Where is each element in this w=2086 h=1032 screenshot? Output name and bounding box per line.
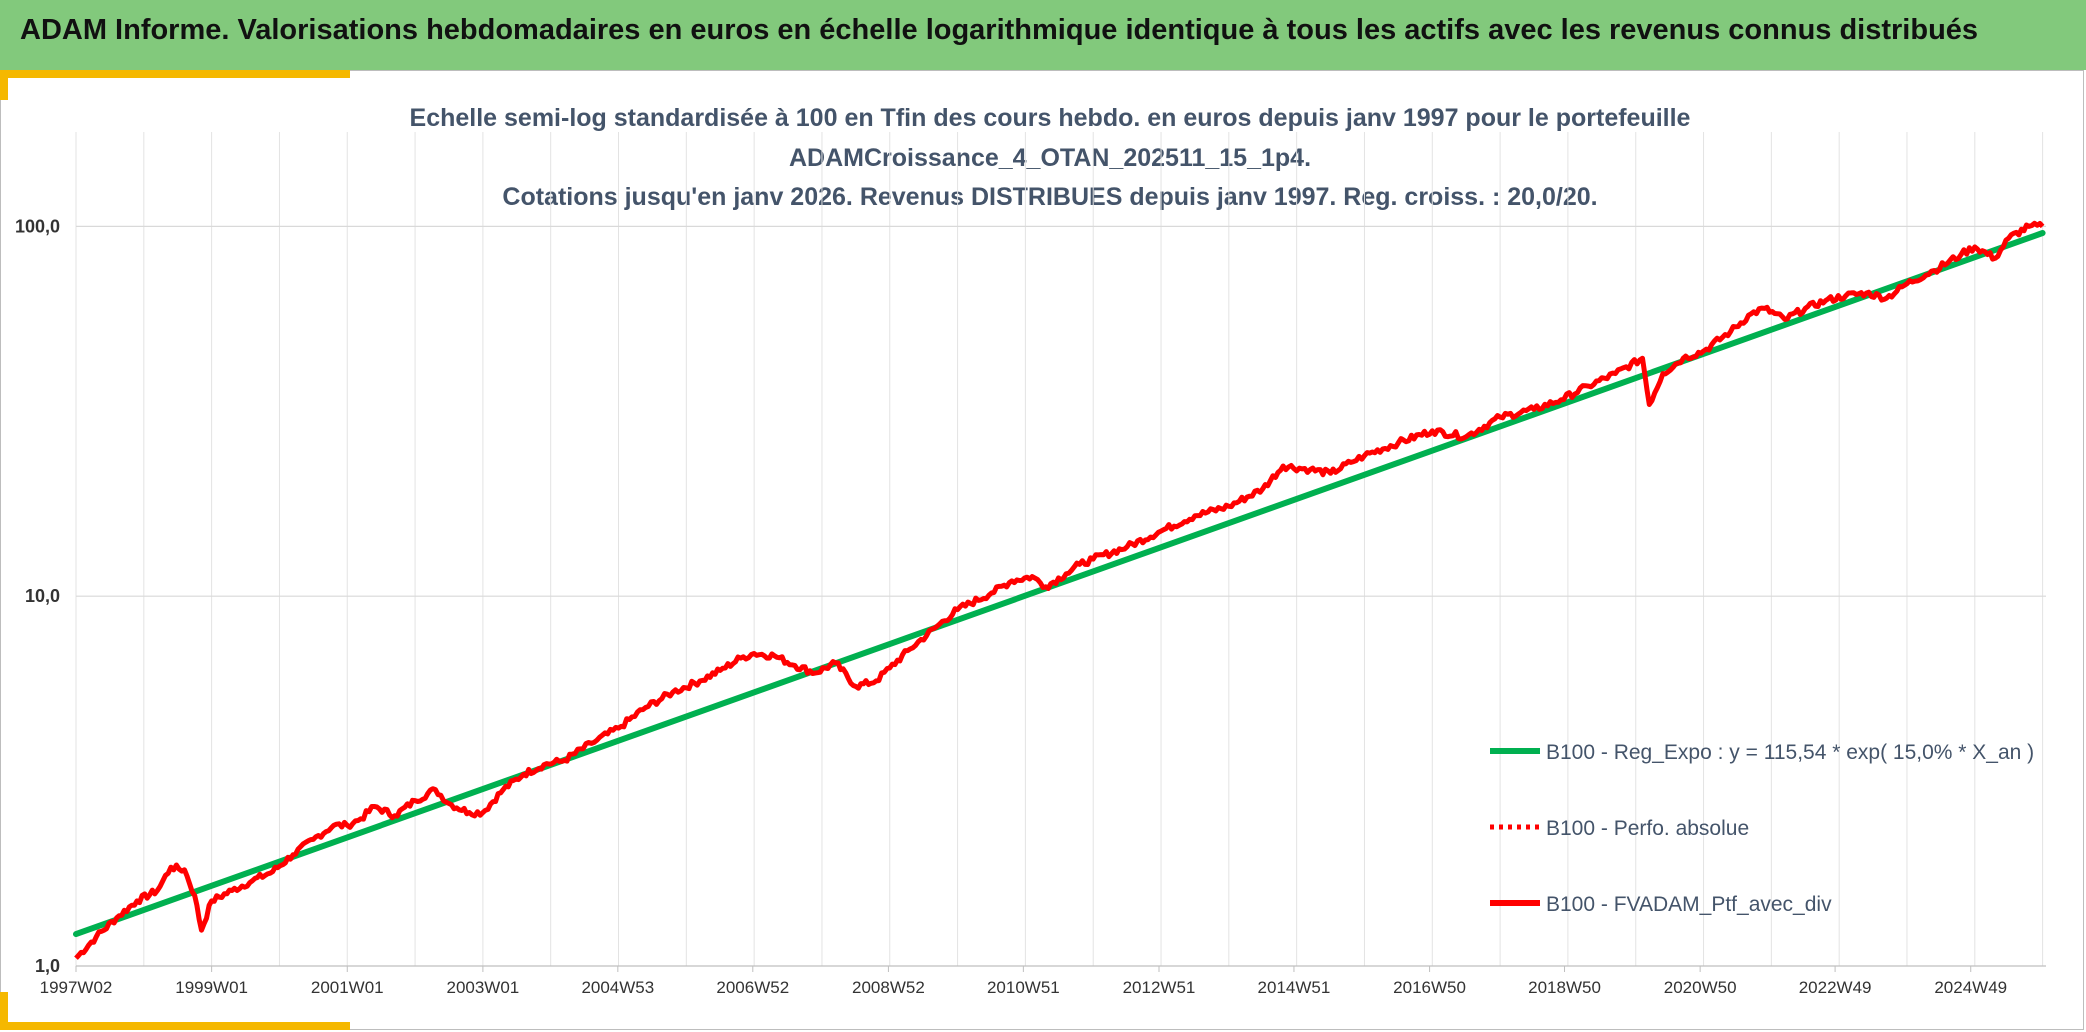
x-tick-label: 2018W50 — [1528, 978, 1601, 997]
x-tick-label: 2003W01 — [446, 978, 519, 997]
accent-bar-top-vertical — [0, 70, 8, 100]
x-tick-label: 1999W01 — [175, 978, 248, 997]
legend-label-perfo: B100 - Perfo. absolue — [1546, 817, 1749, 840]
x-tick-label: 2020W50 — [1664, 978, 1737, 997]
header-bar: ADAM Informe. Valorisations hebdomadaire… — [0, 0, 2086, 70]
y-axis-ticks: 1,0 10,0 100,0 — [15, 216, 60, 976]
x-tick-label: 2022W49 — [1799, 978, 1872, 997]
series-regression-line — [73, 230, 2046, 938]
header-title: ADAM Informe. Valorisations hebdomadaire… — [20, 14, 1979, 46]
accent-bar-bottom-horizontal — [0, 1022, 350, 1030]
legend-label-regression: B100 - Reg_Expo : y = 115,54 * exp( 15,0… — [1546, 741, 2034, 764]
x-tick-label: 2008W52 — [852, 978, 925, 997]
x-tick-label: 2010W51 — [987, 978, 1060, 997]
x-tick-label: 2024W49 — [1934, 978, 2007, 997]
horizontal-gridlines — [76, 225, 2046, 967]
x-tick-label: 2004W53 — [581, 978, 654, 997]
chart-title-line-1: Echelle semi-log standardisée à 100 en T… — [410, 104, 1691, 132]
x-tick-label: 2001W01 — [311, 978, 384, 997]
legend-label-portfolio: B100 - FVADAM_Ptf_avec_div — [1546, 893, 1832, 916]
x-tick-label: 2006W52 — [716, 978, 789, 997]
x-axis-ticks: 1997W02 1999W01 2001W01 2003W01 2004W53 2006W… — [40, 966, 2007, 997]
accent-bar-top-horizontal — [0, 70, 350, 78]
series-portfolio-line — [74, 220, 2045, 960]
y-tick-label: 1,0 — [35, 956, 60, 976]
x-tick-label: 2014W51 — [1258, 978, 1331, 997]
chart-title-line-2: ADAMCroissance_4_OTAN_202511_15_1p4. — [789, 144, 1311, 172]
accent-bar-bottom-vertical — [0, 992, 8, 1030]
series-layer — [73, 220, 2046, 960]
legend: B100 - Reg_Expo : y = 115,54 * exp( 15,0… — [1490, 741, 2034, 916]
chart-title-line-3: Cotations jusqu'en janv 2026. Revenus DI… — [502, 183, 1597, 211]
y-tick-label: 10,0 — [25, 586, 60, 606]
y-tick-label: 100,0 — [15, 216, 60, 236]
x-tick-label: 1997W02 — [40, 978, 113, 997]
x-tick-label: 2016W50 — [1393, 978, 1466, 997]
vertical-gridlines — [75, 132, 2044, 966]
x-tick-label: 2012W51 — [1123, 978, 1196, 997]
